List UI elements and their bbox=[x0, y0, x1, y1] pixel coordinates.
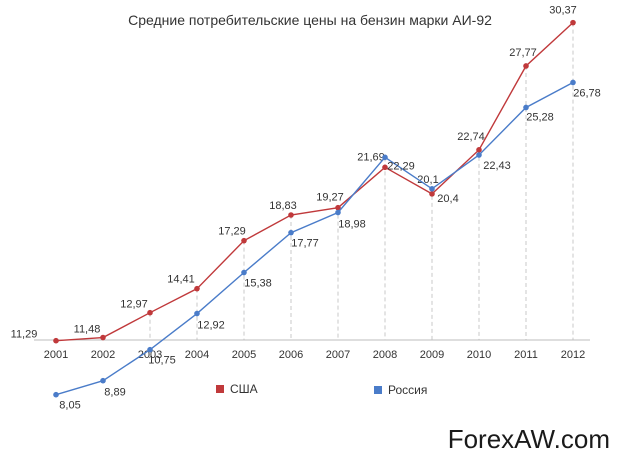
x-tick-label: 2008 bbox=[373, 349, 397, 361]
data-point-usa bbox=[429, 191, 435, 197]
data-label-russia: 12,92 bbox=[197, 320, 225, 332]
data-label-usa: 11,29 bbox=[11, 329, 38, 341]
x-tick-label: 2003 bbox=[138, 349, 162, 361]
data-label-usa: 21,69 bbox=[357, 151, 385, 163]
data-label-usa: 19,27 bbox=[316, 192, 344, 204]
data-point-russia bbox=[288, 229, 294, 236]
data-point-russia bbox=[523, 104, 529, 111]
data-point-russia bbox=[335, 209, 341, 216]
data-point-usa bbox=[523, 63, 529, 69]
data-label-usa: 17,29 bbox=[218, 226, 246, 238]
data-label-russia: 18,98 bbox=[338, 219, 366, 231]
x-tick-label: 2004 bbox=[185, 349, 209, 361]
data-point-usa bbox=[53, 337, 59, 344]
data-label-russia: 22,43 bbox=[483, 160, 511, 172]
legend-item-russia: Россия bbox=[374, 383, 427, 397]
data-point-usa bbox=[570, 19, 576, 26]
data-point-usa bbox=[476, 147, 482, 153]
data-label-usa: 14,41 bbox=[167, 274, 195, 286]
data-point-usa bbox=[288, 212, 294, 218]
data-label-russia: 26,78 bbox=[573, 87, 601, 99]
x-tick-label: 2002 bbox=[91, 349, 115, 361]
x-tick-label: 2010 bbox=[467, 349, 491, 361]
x-tick-label: 2001 bbox=[44, 349, 68, 361]
data-point-usa bbox=[147, 309, 153, 316]
series-line-russia bbox=[55, 81, 574, 396]
data-point-russia bbox=[429, 186, 435, 192]
data-label-usa: 18,83 bbox=[269, 200, 297, 212]
data-label-russia: 10,75 bbox=[148, 355, 176, 367]
data-label-russia: 15,38 bbox=[244, 278, 272, 290]
data-label-usa: 22,74 bbox=[457, 131, 485, 143]
data-point-usa bbox=[100, 334, 106, 341]
data-point-usa bbox=[382, 164, 388, 171]
data-label-russia: 8,05 bbox=[59, 400, 80, 412]
x-tick-label: 2006 bbox=[279, 349, 303, 361]
data-point-russia bbox=[53, 391, 59, 398]
data-point-russia bbox=[147, 346, 153, 353]
data-point-russia bbox=[100, 377, 106, 384]
data-point-usa bbox=[241, 237, 247, 244]
data-point-russia bbox=[241, 269, 247, 276]
data-label-usa: 20,1 bbox=[417, 174, 438, 186]
data-label-usa: 30,37 bbox=[549, 5, 577, 17]
x-tick-label: 2007 bbox=[326, 349, 350, 361]
data-label-usa: 12,97 bbox=[120, 299, 148, 311]
data-point-russia bbox=[194, 310, 200, 317]
legend-item-usa: США bbox=[216, 382, 258, 396]
data-point-usa bbox=[335, 204, 341, 211]
data-label-russia: 22,29 bbox=[387, 160, 415, 172]
data-point-russia bbox=[476, 152, 482, 158]
x-tick-label: 2012 bbox=[561, 349, 585, 361]
data-label-russia: 17,77 bbox=[291, 238, 319, 250]
x-tick-label: 2011 bbox=[514, 349, 538, 361]
data-label-russia: 8,89 bbox=[104, 387, 125, 399]
x-tick-label: 2009 bbox=[420, 349, 444, 361]
data-point-russia bbox=[382, 154, 388, 161]
legend-label-russia: Россия bbox=[388, 383, 428, 397]
data-label-russia: 25,28 bbox=[526, 111, 554, 123]
chart-title: Средние потребительские цены на бензин м… bbox=[128, 12, 492, 28]
data-label-usa: 11,48 bbox=[74, 324, 101, 336]
data-point-usa bbox=[194, 285, 200, 292]
data-label-usa: 27,77 bbox=[509, 47, 537, 59]
series-line-usa bbox=[55, 22, 574, 342]
data-point-russia bbox=[570, 79, 576, 86]
legend-swatch-russia bbox=[374, 386, 382, 394]
data-label-russia: 20,4 bbox=[437, 193, 458, 205]
legend-label-usa: США bbox=[230, 382, 258, 396]
watermark-text: ForexAW.com bbox=[447, 424, 610, 454]
legend-swatch-usa bbox=[216, 385, 224, 393]
x-tick-label: 2005 bbox=[232, 349, 256, 361]
